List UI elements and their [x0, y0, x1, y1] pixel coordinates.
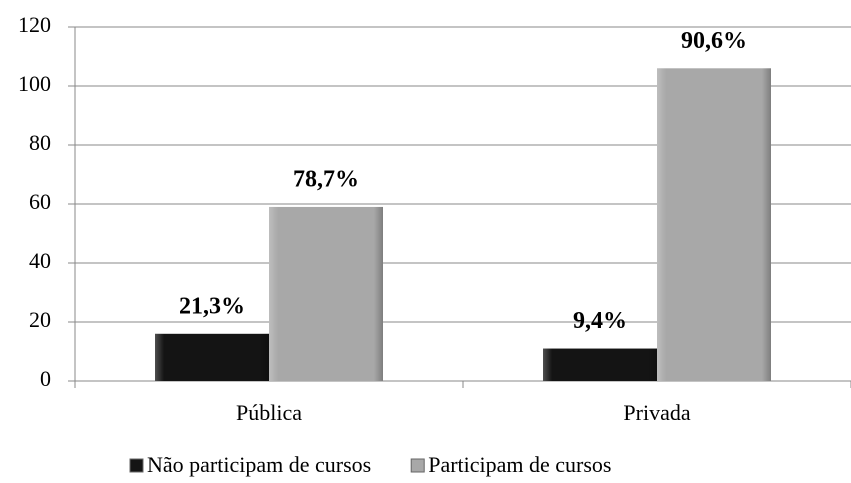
value-label: 9,4%	[573, 308, 627, 334]
x-tick-label: Privada	[623, 400, 690, 425]
bar-shade	[657, 68, 771, 382]
y-tick-label: 40	[29, 248, 51, 273]
legend-label: Não participam de cursos	[147, 452, 371, 477]
legend-swatch	[410, 458, 425, 473]
y-tick-label: 60	[29, 189, 51, 214]
bar-shade	[269, 206, 383, 381]
y-tick-label: 100	[18, 71, 51, 96]
bar-shade	[543, 348, 657, 381]
y-tick-label: 20	[29, 307, 51, 332]
value-label: 21,3%	[179, 293, 245, 319]
value-label: 90,6%	[681, 28, 747, 54]
legend-label: Participam de cursos	[428, 452, 611, 477]
y-tick-label: 120	[18, 12, 51, 37]
value-label: 78,7%	[293, 166, 359, 192]
y-tick-label: 0	[40, 366, 51, 391]
x-tick-label: Pública	[236, 400, 302, 425]
legend-swatch	[129, 458, 144, 473]
bar-shade	[155, 333, 269, 381]
y-tick-label: 80	[29, 130, 51, 155]
